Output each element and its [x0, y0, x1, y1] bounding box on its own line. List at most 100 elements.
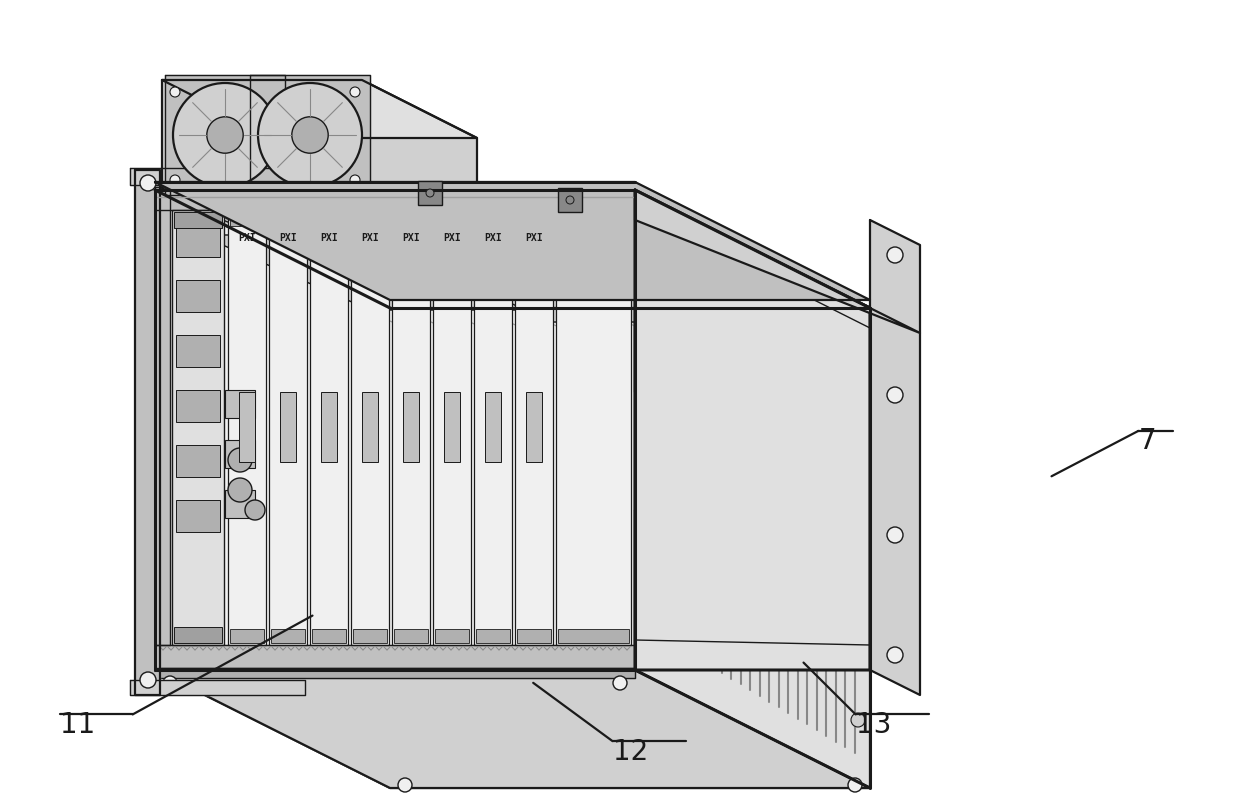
- Bar: [485, 392, 501, 462]
- Bar: [174, 627, 222, 643]
- Polygon shape: [200, 235, 539, 310]
- Polygon shape: [635, 190, 870, 510]
- Bar: [351, 210, 389, 645]
- Polygon shape: [155, 190, 870, 308]
- Bar: [526, 392, 542, 462]
- Bar: [515, 210, 553, 645]
- Polygon shape: [155, 187, 635, 210]
- Circle shape: [170, 175, 180, 185]
- Circle shape: [641, 613, 655, 627]
- Bar: [353, 629, 387, 643]
- Text: 13: 13: [856, 711, 892, 739]
- Circle shape: [613, 676, 627, 690]
- Text: PXI: PXI: [238, 233, 255, 243]
- Circle shape: [350, 175, 360, 185]
- Circle shape: [851, 713, 866, 727]
- Bar: [280, 392, 296, 462]
- Bar: [176, 500, 219, 532]
- Text: PXI: PXI: [484, 233, 502, 243]
- Polygon shape: [130, 680, 305, 695]
- Text: 11: 11: [60, 711, 94, 739]
- Text: 12: 12: [613, 738, 647, 765]
- Polygon shape: [155, 670, 870, 788]
- Bar: [517, 629, 551, 643]
- Bar: [444, 392, 460, 462]
- Bar: [269, 210, 308, 645]
- Bar: [224, 490, 255, 518]
- Polygon shape: [165, 75, 285, 195]
- Bar: [394, 629, 428, 643]
- Text: PXI: PXI: [526, 233, 543, 243]
- Polygon shape: [635, 190, 870, 788]
- Polygon shape: [175, 200, 849, 298]
- Bar: [558, 629, 629, 643]
- Bar: [435, 629, 469, 643]
- Circle shape: [350, 87, 360, 97]
- Text: PXI: PXI: [279, 233, 296, 243]
- Circle shape: [641, 513, 655, 527]
- Polygon shape: [155, 182, 870, 300]
- Polygon shape: [401, 250, 720, 322]
- Bar: [176, 280, 219, 312]
- Polygon shape: [155, 190, 870, 308]
- Bar: [272, 629, 305, 643]
- Bar: [176, 445, 219, 477]
- Text: PXI: PXI: [402, 233, 420, 243]
- Polygon shape: [362, 80, 477, 192]
- Circle shape: [565, 196, 574, 204]
- Bar: [517, 212, 551, 226]
- Circle shape: [174, 83, 277, 187]
- Circle shape: [887, 647, 903, 663]
- Bar: [558, 188, 582, 212]
- Bar: [353, 212, 387, 226]
- Polygon shape: [155, 645, 635, 668]
- Polygon shape: [635, 210, 870, 645]
- Polygon shape: [635, 190, 920, 333]
- Text: 7: 7: [1138, 428, 1156, 455]
- Bar: [476, 212, 510, 226]
- Polygon shape: [162, 188, 477, 192]
- Bar: [558, 212, 629, 226]
- Polygon shape: [155, 668, 635, 678]
- Bar: [229, 629, 264, 643]
- Circle shape: [851, 443, 866, 457]
- Bar: [362, 392, 378, 462]
- Bar: [310, 210, 348, 645]
- Bar: [435, 212, 469, 226]
- Polygon shape: [635, 510, 870, 788]
- Circle shape: [887, 527, 903, 543]
- Bar: [392, 210, 430, 645]
- Polygon shape: [135, 170, 160, 695]
- Circle shape: [641, 393, 655, 407]
- Bar: [176, 335, 219, 367]
- Polygon shape: [250, 75, 370, 195]
- Circle shape: [398, 778, 412, 792]
- Polygon shape: [870, 220, 920, 695]
- Bar: [229, 212, 264, 226]
- Bar: [418, 181, 441, 205]
- Bar: [433, 210, 471, 645]
- Polygon shape: [162, 80, 362, 188]
- Polygon shape: [130, 168, 305, 185]
- Bar: [172, 210, 224, 645]
- Circle shape: [427, 189, 434, 197]
- Polygon shape: [635, 190, 870, 670]
- Text: PXI: PXI: [320, 233, 337, 243]
- Circle shape: [887, 247, 903, 263]
- Polygon shape: [155, 670, 870, 788]
- Bar: [403, 392, 419, 462]
- Bar: [312, 212, 346, 226]
- Bar: [394, 212, 428, 226]
- Polygon shape: [162, 80, 477, 138]
- Circle shape: [228, 448, 252, 472]
- Bar: [556, 210, 631, 645]
- Polygon shape: [155, 190, 170, 645]
- Bar: [176, 390, 219, 422]
- Circle shape: [291, 117, 329, 153]
- Circle shape: [228, 478, 252, 502]
- Circle shape: [258, 83, 362, 187]
- Circle shape: [641, 493, 655, 507]
- Bar: [224, 440, 255, 468]
- Bar: [272, 212, 305, 226]
- Circle shape: [140, 672, 156, 688]
